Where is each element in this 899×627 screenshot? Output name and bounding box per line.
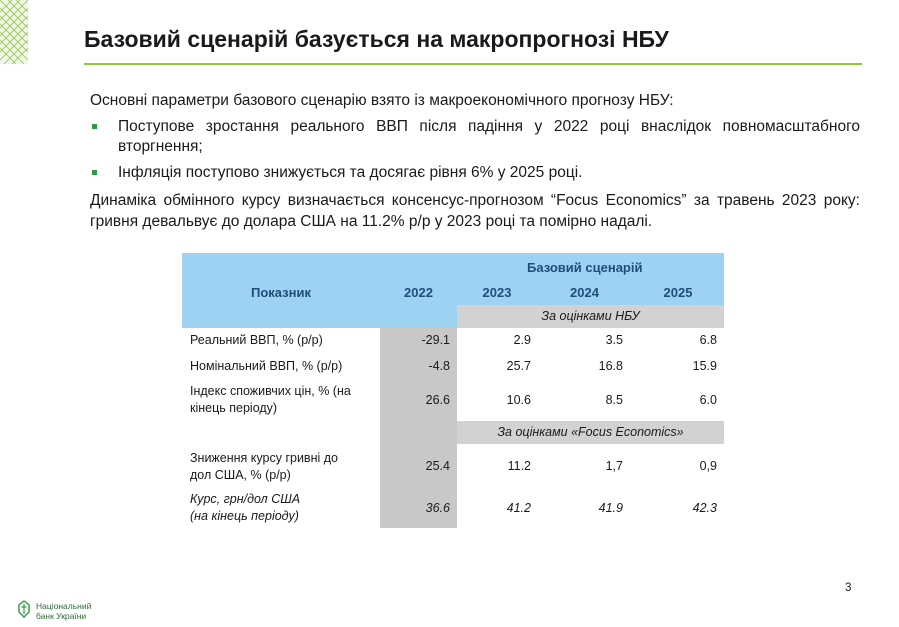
header-2025: 2025 <box>663 285 693 300</box>
header-2022: 2022 <box>404 285 433 300</box>
cell-2025: 0,9 <box>699 459 717 473</box>
cell-2023: 25.7 <box>506 359 531 373</box>
page-title: Базовий сценарій базується на макропрогн… <box>84 26 669 52</box>
page-number: 3 <box>845 582 852 594</box>
cell-2025: 42.3 <box>692 501 717 515</box>
cell-2022: -29.1 <box>421 333 451 347</box>
cell-2024: 41.9 <box>598 501 623 515</box>
cell-2023: 41.2 <box>506 501 531 515</box>
cell-2023: 2.9 <box>513 333 531 347</box>
logo-text-line: Національний <box>36 601 92 611</box>
header-2024: 2024 <box>570 285 599 300</box>
row-label-cont: кінець періоду) <box>190 401 278 415</box>
cell-2022: 36.6 <box>425 501 450 515</box>
forecast-table: Базовий сценарій Показник 2022 2023 2024… <box>182 253 724 528</box>
header-scenario: Базовий сценарій <box>527 260 643 275</box>
row-label-cont: (на кінець періоду) <box>190 509 299 523</box>
bullet-text: Поступове зростання реального ВВП після … <box>118 118 860 155</box>
bullet-text: Інфляція поступово знижується та досягає… <box>118 164 583 181</box>
cell-2022: -4.8 <box>428 359 450 373</box>
logo-text: Національний банк України <box>36 601 91 621</box>
cell-2022: 25.4 <box>425 459 450 473</box>
cell-2025: 6.0 <box>699 393 717 407</box>
row-label: Курс, грн/дол США <box>190 492 301 506</box>
cell-2024: 8.5 <box>605 393 623 407</box>
bullet-square-icon <box>92 124 97 129</box>
subheader-nbu-bg <box>457 305 724 328</box>
list-item: Інфляція поступово знижується та досягає… <box>90 163 860 183</box>
header-indicator: Показник <box>251 285 311 300</box>
bullet-list: Поступове зростання реального ВВП після … <box>90 117 860 189</box>
bullet-square-icon <box>92 170 97 175</box>
column-2022-bg <box>380 328 457 528</box>
cell-2025: 6.8 <box>699 333 717 347</box>
cell-2024: 1,7 <box>605 459 623 473</box>
logo-text-line: банк України <box>36 611 87 621</box>
decorative-pattern <box>0 0 28 64</box>
subheader-nbu: За оцінками НБУ <box>541 309 640 323</box>
subheader-focus-bg <box>457 421 724 444</box>
row-label: Номінальний ВВП, % (р/р) <box>190 359 343 373</box>
row-label: Реальний ВВП, % (р/р) <box>190 333 323 347</box>
intro-text: Основні параметри базового сценарію взят… <box>90 92 674 109</box>
row-label: Індекс споживчих цін, % (на <box>190 384 351 398</box>
list-item: Поступове зростання реального ВВП після … <box>90 117 860 157</box>
cell-2024: 3.5 <box>605 333 623 347</box>
cell-2025: 15.9 <box>692 359 717 373</box>
row-label: Зниження курсу гривні до <box>190 451 338 465</box>
row-label-cont: дол США, % (р/р) <box>190 468 291 482</box>
nbu-logo-icon <box>18 600 30 618</box>
cell-2024: 16.8 <box>598 359 623 373</box>
exchange-rate-paragraph: Динаміка обмінного курсу визначається ко… <box>90 192 860 230</box>
title-underline <box>84 63 862 65</box>
header-2023: 2023 <box>482 285 512 300</box>
cell-2023: 11.2 <box>507 459 531 473</box>
cell-2022: 26.6 <box>425 393 450 407</box>
cell-2023: 10.6 <box>506 393 531 407</box>
subheader-focus: За оцінками «Focus Economics» <box>497 425 684 439</box>
